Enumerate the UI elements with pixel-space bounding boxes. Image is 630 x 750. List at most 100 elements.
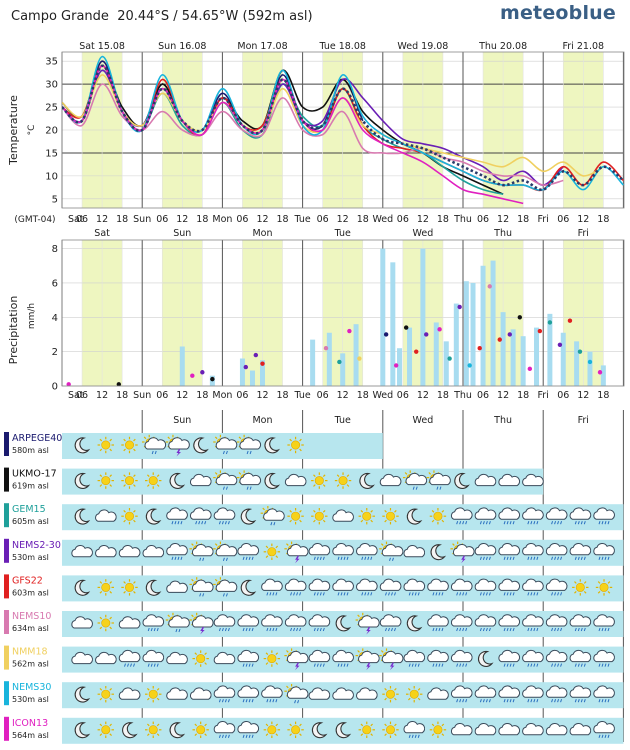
icons-day-label: Sun	[173, 415, 191, 426]
rain-drop	[536, 592, 539, 596]
cloud-icon	[190, 473, 212, 487]
day-axis-label: Sat	[68, 390, 84, 401]
cloud-shape	[593, 507, 615, 520]
cloud-shape	[237, 543, 260, 556]
sun-ray	[597, 591, 601, 594]
sun-ray	[313, 519, 316, 523]
rain-drop	[506, 663, 509, 667]
rain-drop	[313, 627, 316, 632]
moon-shape	[74, 437, 91, 454]
moon-icon	[193, 437, 209, 454]
rain-drop	[488, 699, 491, 703]
precip-day-label: Thu	[493, 228, 512, 239]
model-name: GFS22	[12, 575, 43, 586]
rain-drop	[601, 521, 604, 525]
rain-icon	[593, 685, 615, 703]
rain-drop	[227, 699, 230, 703]
day-label-top: Mon 17.08	[237, 41, 287, 52]
cloud-shape	[308, 649, 331, 663]
cloud-icon	[213, 651, 236, 665]
rain-icon	[142, 649, 165, 667]
sun-ray	[360, 723, 364, 727]
temp-tick-label: 5	[52, 194, 58, 205]
sun-ray	[99, 438, 103, 442]
model-color-swatch	[4, 467, 9, 492]
sun-ray	[109, 581, 112, 584]
rain-icon	[569, 685, 592, 703]
cloud-shape	[358, 615, 380, 628]
sun-ray	[204, 652, 207, 655]
rain-drop	[441, 663, 444, 667]
rain-drop	[201, 521, 204, 525]
cloud-shape	[71, 545, 93, 558]
rain-drop	[509, 521, 512, 525]
icons-day-label: Fri	[578, 415, 589, 426]
rain-drop	[438, 663, 441, 667]
rain-drop	[598, 521, 601, 525]
sun-ray	[133, 519, 136, 523]
sun-ray	[360, 509, 364, 513]
rain-drop	[346, 556, 349, 560]
rain-drop	[551, 592, 554, 596]
sun-icon	[121, 436, 138, 454]
rain-drop	[251, 734, 254, 738]
hour-axis-label: 18	[196, 214, 208, 225]
sun-ray	[370, 733, 373, 737]
rain-drop	[456, 521, 459, 525]
hour-axis-label: 12	[96, 390, 108, 401]
day-axis-label: Fri	[538, 390, 549, 401]
cloud-shape	[261, 578, 283, 591]
rain-icon	[379, 578, 402, 596]
precip-model-dot	[424, 332, 429, 337]
sun-disc	[385, 689, 395, 699]
sunrain-icon	[236, 434, 262, 455]
sun-icon	[97, 614, 114, 632]
rain-drop	[527, 521, 530, 525]
sun-icon	[358, 721, 375, 738]
rain-drop	[337, 556, 340, 560]
rain-icon	[522, 507, 544, 525]
rain-drop	[180, 521, 183, 525]
rain-drop	[601, 663, 604, 667]
model-altitude: 580m asl	[12, 446, 49, 455]
location-coords: 20.44°S / 54.65°W (592m asl)	[117, 9, 313, 24]
moon-shape	[169, 722, 186, 739]
rain-drop	[316, 663, 319, 667]
cloud-shape	[168, 615, 190, 628]
rain-drop	[459, 592, 462, 596]
rain-drop	[551, 699, 554, 703]
rain-icon	[450, 507, 473, 525]
hour-axis-label: 18	[517, 214, 529, 225]
rain-drop	[554, 699, 557, 703]
sun-ray	[156, 484, 160, 487]
rain-drop	[530, 663, 533, 667]
precip-model-dot	[547, 320, 553, 325]
rain-drop	[269, 699, 272, 703]
rain-drop	[557, 627, 560, 632]
rain-drop	[391, 592, 393, 596]
cloud-shape	[95, 545, 117, 558]
cloud-shape	[142, 614, 165, 627]
sun-icon	[572, 579, 589, 596]
sun-ray	[99, 626, 103, 630]
sun-ray	[370, 519, 373, 523]
cloud-shape	[450, 649, 473, 663]
moon-shape	[335, 615, 352, 632]
rain-drop	[272, 592, 275, 596]
sunstorm-icon	[450, 541, 475, 564]
brand-logo[interactable]: meteoblue	[499, 2, 616, 24]
cloud-shape	[308, 543, 331, 556]
rain-drop	[147, 627, 150, 632]
hour-axis-label: 12	[417, 214, 429, 225]
sun-disc	[409, 689, 419, 699]
rain-icon	[522, 649, 544, 667]
icons-day-label: Mon	[252, 415, 272, 426]
cloud-shape	[593, 721, 615, 734]
precip-day-label: Mon	[252, 228, 272, 239]
sun-ray	[109, 484, 112, 487]
precip-tick-label: 0	[52, 382, 58, 393]
moon-shape	[430, 544, 447, 561]
hour-axis-label: 18	[437, 214, 449, 225]
sun-ray	[394, 697, 397, 701]
hour-axis-label: 12	[256, 390, 268, 401]
